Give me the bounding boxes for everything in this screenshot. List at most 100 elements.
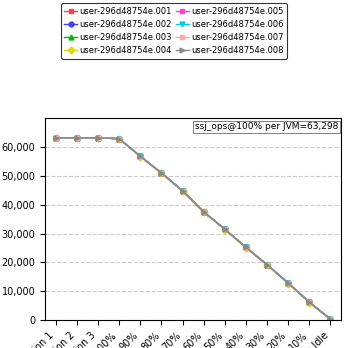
user-296d48754e.002 (181, 189, 185, 193)
user-296d48754e.008 (286, 281, 290, 285)
user-296d48754e.005 (329, 317, 333, 322)
user-296d48754e.002 (54, 136, 58, 140)
user-296d48754e.007 (286, 281, 290, 285)
user-296d48754e.005 (159, 171, 164, 175)
user-296d48754e.007 (307, 300, 311, 304)
user-296d48754e.007 (159, 171, 164, 175)
Line: user-296d48754e.007: user-296d48754e.007 (53, 135, 333, 322)
user-296d48754e.001 (54, 136, 58, 140)
user-296d48754e.002 (138, 154, 142, 158)
user-296d48754e.003 (201, 209, 206, 214)
user-296d48754e.001 (138, 154, 142, 158)
user-296d48754e.001 (75, 136, 79, 140)
user-296d48754e.001 (244, 245, 248, 250)
user-296d48754e.006 (117, 136, 121, 141)
user-296d48754e.008 (159, 171, 164, 175)
user-296d48754e.004 (307, 300, 311, 304)
user-296d48754e.008 (181, 189, 185, 193)
user-296d48754e.004 (244, 246, 248, 250)
user-296d48754e.005 (96, 136, 100, 140)
user-296d48754e.004 (138, 155, 142, 159)
user-296d48754e.006 (286, 281, 290, 285)
user-296d48754e.004 (117, 137, 121, 141)
user-296d48754e.004 (96, 136, 100, 140)
user-296d48754e.002 (96, 136, 100, 140)
user-296d48754e.005 (75, 136, 79, 140)
user-296d48754e.004 (181, 189, 185, 193)
user-296d48754e.003 (223, 227, 227, 231)
user-296d48754e.001 (265, 263, 269, 267)
user-296d48754e.003 (54, 136, 58, 140)
user-296d48754e.003 (138, 154, 142, 158)
user-296d48754e.006 (307, 300, 311, 304)
user-296d48754e.008 (244, 245, 248, 250)
user-296d48754e.006 (75, 136, 79, 140)
user-296d48754e.008 (138, 154, 142, 158)
user-296d48754e.002 (307, 300, 311, 304)
user-296d48754e.003 (244, 245, 248, 249)
user-296d48754e.003 (159, 171, 164, 175)
user-296d48754e.002 (286, 281, 290, 285)
user-296d48754e.007 (138, 155, 142, 159)
user-296d48754e.008 (201, 210, 206, 214)
user-296d48754e.003 (117, 137, 121, 141)
user-296d48754e.005 (307, 300, 311, 304)
user-296d48754e.006 (201, 210, 206, 214)
user-296d48754e.007 (265, 263, 269, 267)
user-296d48754e.003 (75, 136, 79, 140)
Line: user-296d48754e.005: user-296d48754e.005 (53, 135, 333, 322)
user-296d48754e.004 (75, 136, 79, 140)
user-296d48754e.008 (329, 317, 333, 321)
user-296d48754e.004 (286, 282, 290, 286)
user-296d48754e.007 (54, 136, 58, 140)
Line: user-296d48754e.002: user-296d48754e.002 (53, 135, 333, 322)
user-296d48754e.005 (54, 136, 58, 140)
user-296d48754e.005 (244, 245, 248, 250)
user-296d48754e.008 (96, 136, 100, 140)
user-296d48754e.005 (181, 189, 185, 193)
user-296d48754e.008 (265, 263, 269, 267)
user-296d48754e.007 (201, 210, 206, 214)
user-296d48754e.006 (244, 245, 248, 250)
user-296d48754e.007 (181, 189, 185, 193)
user-296d48754e.008 (54, 136, 58, 140)
user-296d48754e.002 (265, 263, 269, 267)
user-296d48754e.006 (54, 136, 58, 140)
Line: user-296d48754e.006: user-296d48754e.006 (53, 135, 333, 321)
user-296d48754e.001 (201, 210, 206, 214)
user-296d48754e.006 (265, 263, 269, 267)
user-296d48754e.003 (286, 281, 290, 285)
user-296d48754e.003 (96, 136, 100, 140)
user-296d48754e.006 (138, 154, 142, 158)
user-296d48754e.006 (181, 189, 185, 193)
user-296d48754e.008 (307, 300, 311, 304)
user-296d48754e.005 (117, 136, 121, 141)
user-296d48754e.001 (223, 227, 227, 231)
user-296d48754e.002 (201, 210, 206, 214)
user-296d48754e.008 (223, 227, 227, 231)
Text: ssj_ops@100% per JVM=63,298: ssj_ops@100% per JVM=63,298 (195, 122, 338, 131)
user-296d48754e.003 (265, 262, 269, 267)
user-296d48754e.001 (307, 300, 311, 304)
user-296d48754e.002 (329, 317, 333, 321)
user-296d48754e.005 (138, 154, 142, 158)
user-296d48754e.007 (96, 136, 100, 140)
user-296d48754e.001 (159, 171, 164, 175)
user-296d48754e.002 (117, 137, 121, 141)
user-296d48754e.004 (223, 228, 227, 232)
user-296d48754e.007 (75, 136, 79, 140)
user-296d48754e.006 (329, 317, 333, 321)
user-296d48754e.002 (244, 245, 248, 250)
user-296d48754e.003 (329, 317, 333, 322)
user-296d48754e.003 (307, 300, 311, 304)
user-296d48754e.004 (201, 210, 206, 214)
user-296d48754e.008 (75, 136, 79, 140)
user-296d48754e.008 (117, 137, 121, 141)
user-296d48754e.007 (223, 227, 227, 231)
user-296d48754e.001 (96, 136, 100, 140)
user-296d48754e.006 (159, 171, 164, 175)
Line: user-296d48754e.001: user-296d48754e.001 (53, 135, 333, 322)
user-296d48754e.005 (223, 227, 227, 231)
user-296d48754e.007 (117, 137, 121, 141)
Line: user-296d48754e.008: user-296d48754e.008 (53, 135, 333, 322)
